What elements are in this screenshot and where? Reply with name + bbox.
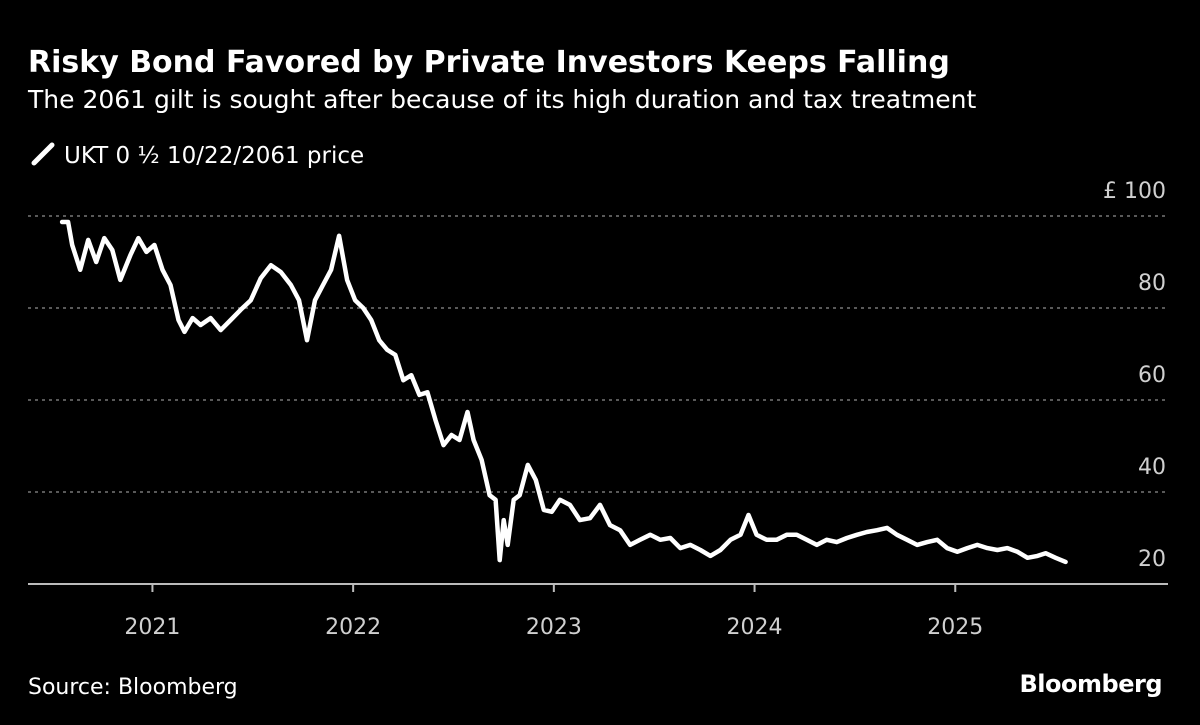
x-tick-label: 2022 (325, 615, 381, 640)
x-tick-label: 2023 (526, 615, 582, 640)
y-tick-label: 80 (1138, 271, 1166, 296)
x-tick-label: 2024 (727, 615, 783, 640)
source: Source: Bloomberg (28, 675, 238, 700)
y-tick-label: 40 (1138, 455, 1166, 480)
y-tick-label: 60 (1138, 363, 1166, 388)
chart-subtitle: The 2061 gilt is sought after because of… (27, 85, 976, 114)
y-tick-label: 20 (1138, 547, 1166, 572)
legend-label: UKT 0 ½ 10/22/2061 price (64, 143, 364, 169)
x-tick-label: 2021 (124, 615, 180, 640)
x-tick-label: 2025 (927, 615, 983, 640)
logo: Bloomberg (1020, 670, 1162, 698)
chart-title: Risky Bond Favored by Private Investors … (28, 45, 950, 80)
data-line (59, 219, 1068, 565)
legend-swatch (31, 142, 55, 166)
y-tick-label: £ 100 (1103, 179, 1166, 204)
